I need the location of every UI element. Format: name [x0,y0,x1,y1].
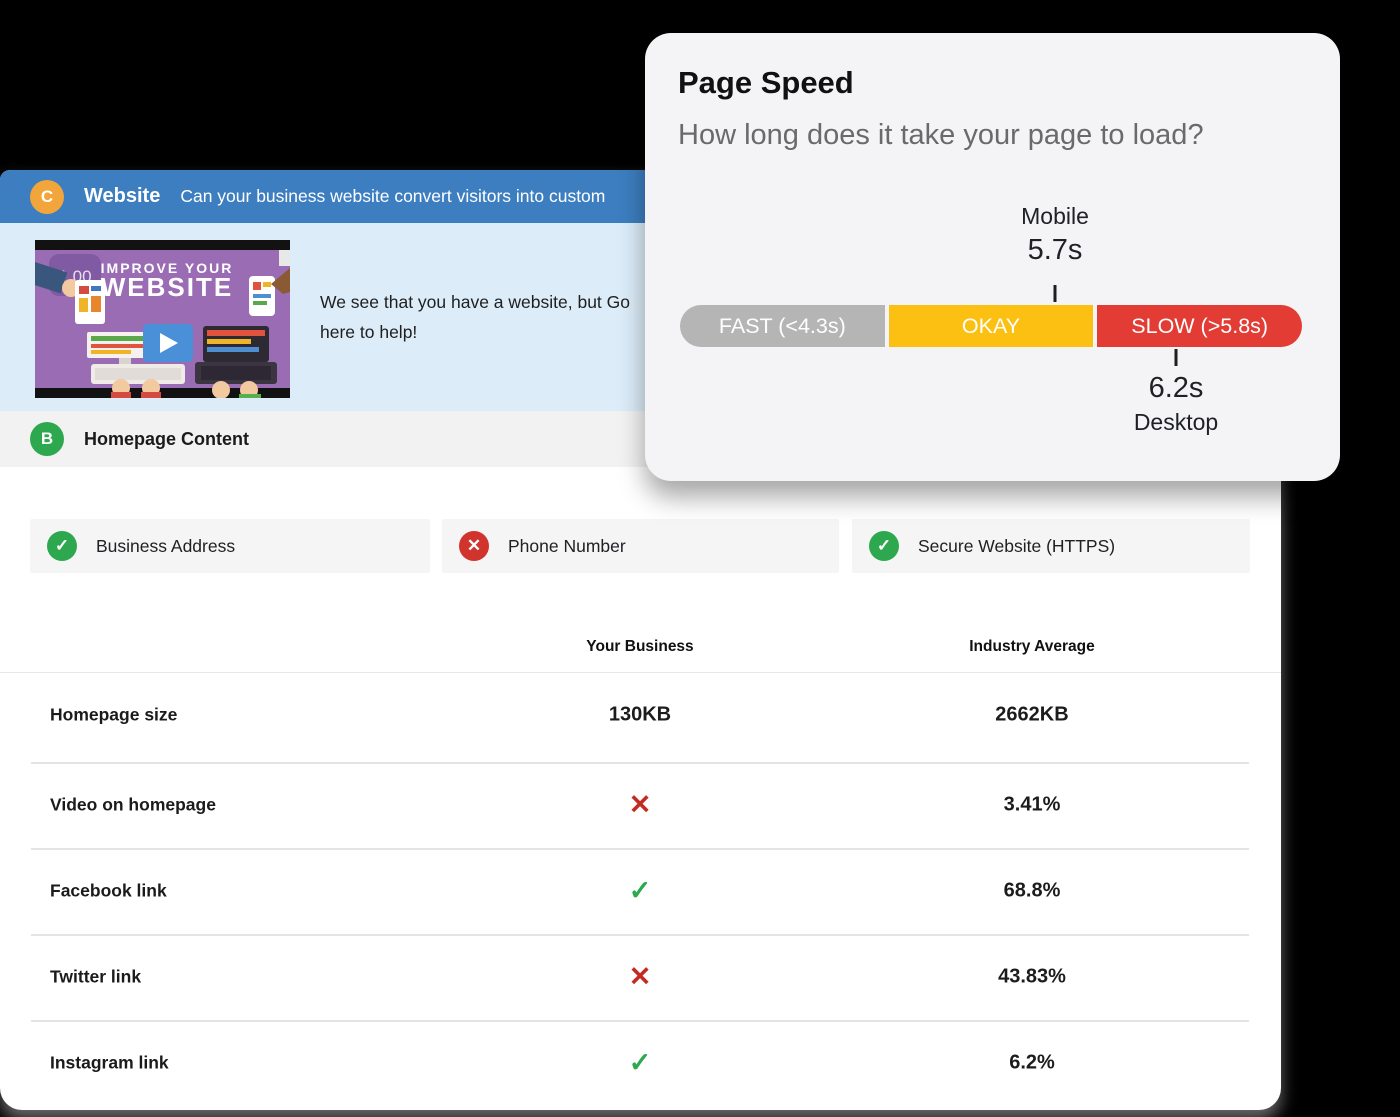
check-phone-number: ✕ Phone Number [442,519,839,573]
table-row: Facebook link ✓ 68.8% [0,848,1281,934]
speed-segment-fast: FAST (<4.3s) [680,305,885,347]
row-label: Twitter link [50,966,142,987]
row-divider [31,848,1249,850]
table-row: Video on homepage ✕ 3.41% [0,762,1281,848]
desktop-tick [1174,349,1178,366]
check-pass-icon: ✓ [869,531,899,561]
check-secure-website: ✓ Secure Website (HTTPS) [852,519,1250,573]
video-caption-line1: IMPROVE YOUR [101,260,234,276]
homepage-content-title: Homepage Content [84,428,250,449]
check-icon: ✓ [628,1047,652,1078]
industry-average-value: 2662KB [995,703,1069,726]
cross-icon: ✕ [628,789,652,820]
check-business-address: ✓ Business Address [30,519,430,573]
play-icon [160,333,178,353]
industry-average-value: 3.41% [1003,793,1061,816]
mobile-tick [1053,285,1057,302]
website-description: We see that you have a website, but Go h… [320,287,630,347]
grade-c-badge: C [30,179,64,214]
table-row: Twitter link ✕ 43.83% [0,934,1281,1020]
mobile-speed-marker: Mobile 5.7s [1021,201,1089,269]
video-thumbnail[interactable]: 1.00 IMPROVE YOUR WEBSITE [28,240,290,400]
website-section-subtitle: Can your business website convert visito… [180,186,606,206]
page-speed-subtitle: How long does it take your page to load? [678,119,1204,151]
cross-icon: ✕ [628,961,652,992]
website-section-title: Website [84,185,161,207]
row-label: Video on homepage [50,794,216,815]
table-row: Homepage size 130KB 2662KB [0,672,1281,758]
desktop-speed-value: 6.2s [1148,372,1204,404]
page-speed-title: Page Speed [678,65,854,100]
website-description-line2: here to help! [320,322,418,342]
speed-segment-slow: SLOW (>5.8s) [1097,305,1303,347]
row-label: Homepage size [50,704,178,725]
check-icon: ✓ [628,875,652,906]
industry-average-value: 6.2% [1009,1051,1055,1074]
column-header-your-business: Your Business [586,638,694,655]
grade-b-letter: B [40,429,54,448]
check-label: Business Address [96,535,236,556]
column-header-industry-average: Industry Average [969,638,1095,655]
mobile-speed-value: 5.7s [1027,234,1083,266]
check-pass-icon: ✓ [47,531,77,561]
row-label: Instagram link [50,1052,169,1073]
video-thumbnail-illustration: 1.00 IMPROVE YOUR WEBSITE [28,240,290,400]
website-description-line1: We see that you have a website, but Go [320,292,631,312]
row-divider [31,934,1249,936]
speed-segment-okay: OKAY [888,305,1094,347]
row-divider [31,1020,1249,1022]
desktop-speed-marker: 6.2s Desktop [1134,369,1218,437]
row-label: Facebook link [50,880,167,901]
industry-average-value: 43.83% [998,965,1066,988]
grade-b-badge: B [30,422,64,456]
table-row: Instagram link ✓ 6.2% [0,1020,1281,1106]
check-fail-icon: ✕ [459,531,489,561]
industry-average-value: 68.8% [1003,879,1061,902]
check-label: Secure Website (HTTPS) [918,535,1116,556]
row-divider [31,762,1249,764]
mobile-label: Mobile [1021,203,1089,229]
speed-scale-bar: FAST (<4.3s) OKAY SLOW (>5.8s) [680,305,1303,347]
your-business-value: 130KB [608,703,672,726]
video-caption-line2: WEBSITE [101,272,233,302]
table-divider [0,672,1281,673]
check-label: Phone Number [508,535,626,556]
page-speed-card: Page Speed How long does it take your pa… [645,33,1340,481]
desktop-label: Desktop [1133,409,1219,435]
grade-c-letter: C [40,186,54,206]
